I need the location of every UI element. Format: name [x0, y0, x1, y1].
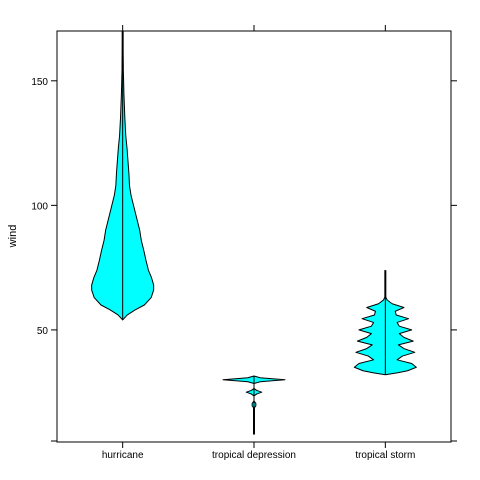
x-axis-ticks: hurricane tropical depression tropical sto…: [102, 25, 415, 461]
y-tick-label: 50: [37, 326, 49, 337]
y-axis-ticks: 50 100 150: [31, 77, 457, 442]
x-tick-label: tropical storm: [355, 450, 415, 461]
y-tick-label: 100: [31, 201, 48, 212]
violins-layer: [91, 30, 417, 435]
x-tick-label: tropical depression: [212, 450, 296, 461]
y-axis-title: wind: [7, 225, 19, 249]
x-tick-label: hurricane: [102, 450, 144, 461]
y-tick-label: 150: [31, 77, 48, 88]
